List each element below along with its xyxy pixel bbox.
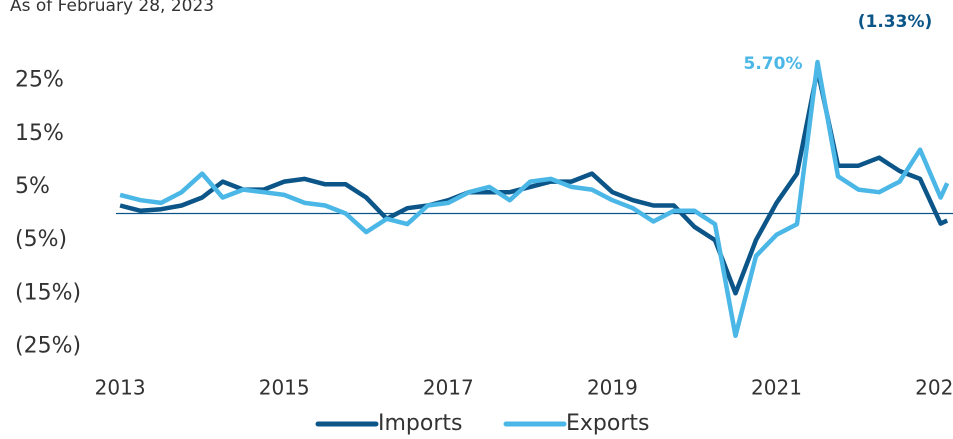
x-tick-label: 2023 xyxy=(915,376,953,400)
legend-label: Imports xyxy=(378,411,462,436)
legend-label: Exports xyxy=(566,411,649,436)
y-tick-label: 5% xyxy=(15,174,50,199)
y-tick-label: 15% xyxy=(15,121,64,146)
x-tick-label: 2019 xyxy=(587,376,638,400)
y-tick-label: (5%) xyxy=(15,227,67,252)
y-tick-label: 25% xyxy=(15,68,64,93)
chart-subtitle: As of February 28, 2023 xyxy=(10,0,214,16)
y-tick-label: (15%) xyxy=(15,280,81,305)
x-tick-label: 2021 xyxy=(751,376,802,400)
x-tick-label: 2017 xyxy=(423,376,474,400)
y-tick-label: (25%) xyxy=(15,333,81,358)
annotation: (1.33%) xyxy=(858,12,933,32)
x-tick-label: 2013 xyxy=(95,376,146,400)
x-tick-label: 2015 xyxy=(259,376,310,400)
annotation: 5.70% xyxy=(744,54,803,74)
series-line xyxy=(119,59,950,339)
